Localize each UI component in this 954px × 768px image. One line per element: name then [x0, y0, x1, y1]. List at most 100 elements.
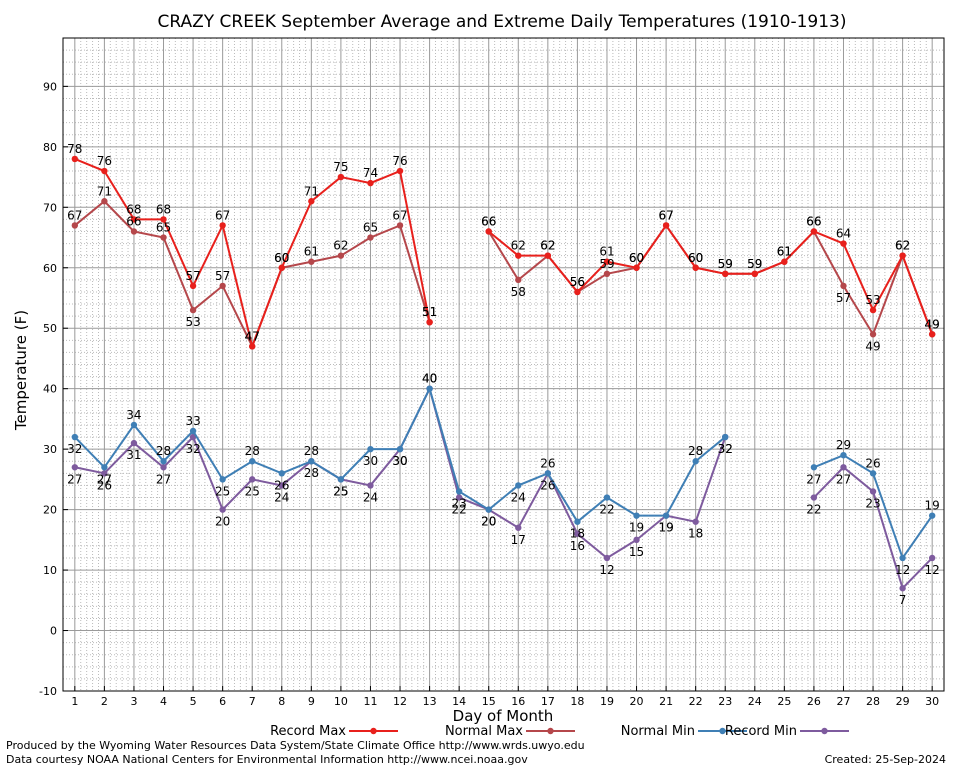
- data-label-normal-max: 57: [836, 291, 851, 305]
- point-normal-min: [603, 494, 611, 501]
- data-label-record-min: 12: [925, 563, 940, 577]
- point-normal-min: [101, 464, 108, 471]
- point-record-min: [160, 464, 167, 471]
- point-normal-min: [130, 421, 138, 429]
- series: [71, 155, 936, 592]
- data-label-normal-max: 60: [274, 251, 289, 265]
- point-normal-min: [544, 470, 552, 477]
- data-label-record-min: 30: [392, 454, 407, 468]
- data-label-record-max: 60: [688, 251, 703, 265]
- x-tick-label: 3: [130, 695, 137, 708]
- point-record-max: [249, 343, 256, 350]
- data-label-normal-min: 19: [925, 499, 940, 513]
- series-line-record-max: [488, 223, 934, 335]
- data-label-record-max: 62: [511, 239, 526, 253]
- x-tick-label: 24: [748, 695, 762, 708]
- data-label-normal-min: 19: [658, 521, 673, 535]
- legend-label-record-min: Record Min: [725, 724, 797, 739]
- legend-item-normal-max: Normal Max: [445, 724, 575, 739]
- data-label-normal-max: 67: [392, 208, 407, 222]
- x-tick-label: 1: [71, 695, 78, 708]
- data-label-record-max: 61: [599, 245, 614, 259]
- x-tick-label: 17: [541, 695, 555, 708]
- data-label-record-min: 20: [481, 515, 496, 529]
- data-label-normal-min: 19: [629, 521, 644, 535]
- data-label-normal-max: 57: [215, 269, 230, 283]
- data-label-record-max: 74: [363, 166, 378, 180]
- x-tick-label: 27: [836, 695, 850, 708]
- y-tick-label: 60: [43, 262, 57, 275]
- point-normal-max: [219, 282, 226, 290]
- data-label-normal-max: 56: [570, 275, 585, 289]
- x-tick-label: 6: [219, 695, 226, 708]
- data-label-normal-max: 65: [363, 221, 378, 235]
- data-label-record-min: 7: [899, 593, 907, 607]
- data-label-normal-max: 49: [865, 339, 880, 353]
- point-normal-max: [515, 276, 522, 284]
- data-label-record-max: 60: [629, 251, 644, 265]
- point-normal-max: [101, 198, 108, 205]
- data-label-record-min: 26: [97, 478, 112, 492]
- point-record-max: [219, 222, 226, 229]
- x-tick-label: 28: [866, 695, 880, 708]
- legend-item-normal-min: Normal Min: [621, 724, 747, 739]
- point-record-min: [130, 439, 138, 447]
- point-normal-min: [485, 506, 492, 513]
- data-label-normal-max: 59: [599, 257, 614, 271]
- data-label-normal-min: 33: [185, 414, 200, 428]
- point-record-min: [515, 524, 522, 531]
- data-label-normal-max: 51: [422, 305, 437, 319]
- x-tick-label: 21: [659, 695, 673, 708]
- point-record-min: [840, 464, 847, 471]
- data-label-record-max: 59: [718, 257, 733, 271]
- point-normal-min: [308, 458, 315, 465]
- point-record-min: [278, 482, 285, 489]
- grid: [63, 37, 944, 692]
- data-label-normal-min: 28: [688, 444, 703, 458]
- data-label-record-min: 24: [274, 490, 289, 504]
- x-tick-label: 22: [689, 695, 703, 708]
- point-normal-min: [71, 433, 79, 441]
- legend-label-record-max: Record Max: [270, 724, 346, 739]
- point-record-max: [899, 252, 906, 259]
- point-normal-max: [603, 270, 611, 278]
- point-record-max: [928, 331, 936, 338]
- data-label-normal-max: 62: [895, 239, 910, 253]
- y-tick-label: 50: [43, 322, 57, 335]
- point-record-min: [219, 506, 226, 513]
- point-normal-min: [692, 458, 699, 465]
- point-normal-min: [899, 554, 906, 562]
- data-label-normal-max: 58: [511, 285, 526, 299]
- point-normal-min: [928, 512, 936, 519]
- data-label-record-min: 32: [718, 442, 733, 456]
- point-record-max: [367, 179, 374, 187]
- legend-item-record-max: Record Max: [270, 724, 398, 739]
- legend-marker-normal-min: [719, 727, 726, 735]
- point-normal-min: [189, 427, 197, 435]
- y-tick-label: -10: [39, 685, 57, 698]
- data-label-normal-max: 49: [925, 317, 940, 331]
- point-record-max: [574, 288, 581, 296]
- data-label-record-max: 57: [185, 269, 200, 283]
- point-normal-min: [160, 458, 167, 465]
- data-label-record-min: 22: [806, 503, 821, 517]
- point-normal-min: [219, 476, 226, 483]
- data-label-normal-min: 20: [481, 515, 496, 529]
- data-label-record-min: 23: [865, 496, 880, 510]
- point-record-min: [692, 518, 699, 525]
- point-record-min: [574, 530, 581, 537]
- x-tick-label: 8: [278, 695, 285, 708]
- point-record-min: [71, 464, 79, 471]
- data-label-record-min: 18: [688, 527, 703, 541]
- x-tick-label: 18: [570, 695, 584, 708]
- data-label-record-max: 53: [865, 293, 880, 307]
- data-label-record-min: 20: [215, 515, 230, 529]
- point-normal-max: [71, 222, 79, 229]
- data-label-record-max: 61: [777, 245, 792, 259]
- data-label-normal-min: 26: [865, 456, 880, 470]
- point-normal-min: [574, 518, 581, 525]
- point-record-min: [455, 494, 463, 501]
- data-label-record-min: 32: [185, 442, 200, 456]
- point-record-min: [869, 488, 877, 495]
